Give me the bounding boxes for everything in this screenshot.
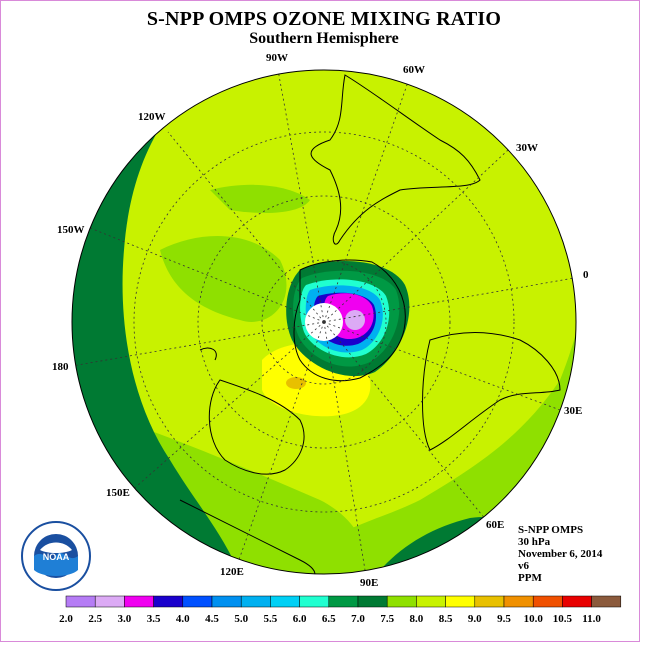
colorbar-swatch <box>240 595 271 608</box>
info-date: November 6, 2014 <box>518 548 603 560</box>
map-subtitle: Southern Hemisphere <box>249 30 399 47</box>
lon-label-120e: 120E <box>220 566 244 578</box>
colorbar-tick-label: 6.5 <box>322 613 336 625</box>
colorbar-swatch <box>562 595 592 608</box>
colorbar-swatch <box>299 595 330 608</box>
lon-label-90w: 90W <box>266 52 288 64</box>
colorbar-swatch <box>328 595 359 608</box>
ozone-field-7-5-west <box>160 236 287 322</box>
info-pressure-level: 30 hPa <box>518 536 551 548</box>
graticule <box>72 70 575 574</box>
colorbar-tick-label: 9.0 <box>468 613 482 625</box>
colorbar-tick-label: 8.5 <box>439 613 453 625</box>
colorbar-swatches <box>65 595 622 608</box>
colorbar-tick-label: 11.0 <box>582 613 601 625</box>
ozone-field-8-patch <box>340 112 504 233</box>
colorbar-swatch <box>503 595 534 608</box>
colorbar-tick-label: 8.0 <box>410 613 424 625</box>
map-title: S-NPP OMPS OZONE MIXING RATIO <box>146 8 502 30</box>
colorbar-swatch <box>416 595 446 608</box>
ozone-field-7-5-north <box>210 184 310 213</box>
colorbar-ticks: 2.0 2.5 3.0 3.5 4.0 4.5 5.0 5.5 6.0 6.5 7.0 7.5 8.0 8… <box>59 613 601 625</box>
lon-label-90e: 90E <box>360 577 378 589</box>
lon-label-30w: 30W <box>516 142 538 154</box>
info-version: v6 <box>518 560 529 572</box>
lon-label-60w: 60W <box>403 64 425 76</box>
colorbar-tick-label: 7.5 <box>380 613 394 625</box>
colorbar-tick-label: 9.5 <box>497 613 511 625</box>
colorbar-swatch <box>270 595 300 608</box>
colorbar-tick-label: 3.0 <box>118 613 132 625</box>
colorbar-swatch <box>591 595 622 608</box>
info-instrument: S-NPP OMPS <box>518 524 584 536</box>
lon-label-30e: 30E <box>564 405 582 417</box>
colorbar-tick-label: 2.0 <box>59 613 73 625</box>
colorbar-tick-label: 2.5 <box>88 613 102 625</box>
lon-label-60e: 60E <box>486 519 504 531</box>
colorbar-swatch <box>124 595 154 608</box>
colorbar-tick-label: 3.5 <box>147 613 161 625</box>
lon-label-120w: 120W <box>138 111 166 123</box>
colorbar-swatch <box>94 595 125 608</box>
colorbar-tick-label: 10.5 <box>553 613 573 625</box>
colorbar-swatch <box>153 595 184 608</box>
colorbar-swatch <box>65 595 96 608</box>
colorbar-tick-label: 5.0 <box>234 613 248 625</box>
colorbar-swatch <box>211 595 242 608</box>
map-disk <box>72 70 576 574</box>
colorbar-swatch <box>357 595 388 608</box>
colorbar-tick-label: 7.0 <box>351 613 365 625</box>
colorbar-tick-label: 10.0 <box>524 613 544 625</box>
lon-label-150e: 150E <box>106 487 130 499</box>
lon-label-150w: 150W <box>57 224 85 236</box>
colorbar-swatch <box>445 595 476 608</box>
colorbar-tick-label: 4.5 <box>205 613 219 625</box>
noaa-logo-icon: NOAA <box>21 521 91 591</box>
lon-label-0: 0 <box>583 269 589 281</box>
colorbar-tick-label: 6.0 <box>293 613 307 625</box>
colorbar-tick-label: 5.5 <box>264 613 278 625</box>
map-boundary <box>71 69 577 575</box>
ozone-field-7-5-east <box>300 70 576 574</box>
product-info: S-NPP OMPS 30 hPa November 6, 2014 v6 PP… <box>518 524 602 584</box>
colorbar-swatch <box>182 595 213 608</box>
lon-label-180: 180 <box>52 361 69 373</box>
colorbar-swatch <box>386 595 417 608</box>
colorbar-swatch <box>474 595 505 608</box>
coastlines <box>179 74 561 574</box>
ozone-hole-core-2-5 <box>345 310 365 330</box>
colorbar-tick-label: 4.0 <box>176 613 190 625</box>
colorbar-swatch <box>532 595 563 608</box>
info-units: PPM <box>518 572 542 584</box>
logo-text: NOAA <box>43 552 70 562</box>
